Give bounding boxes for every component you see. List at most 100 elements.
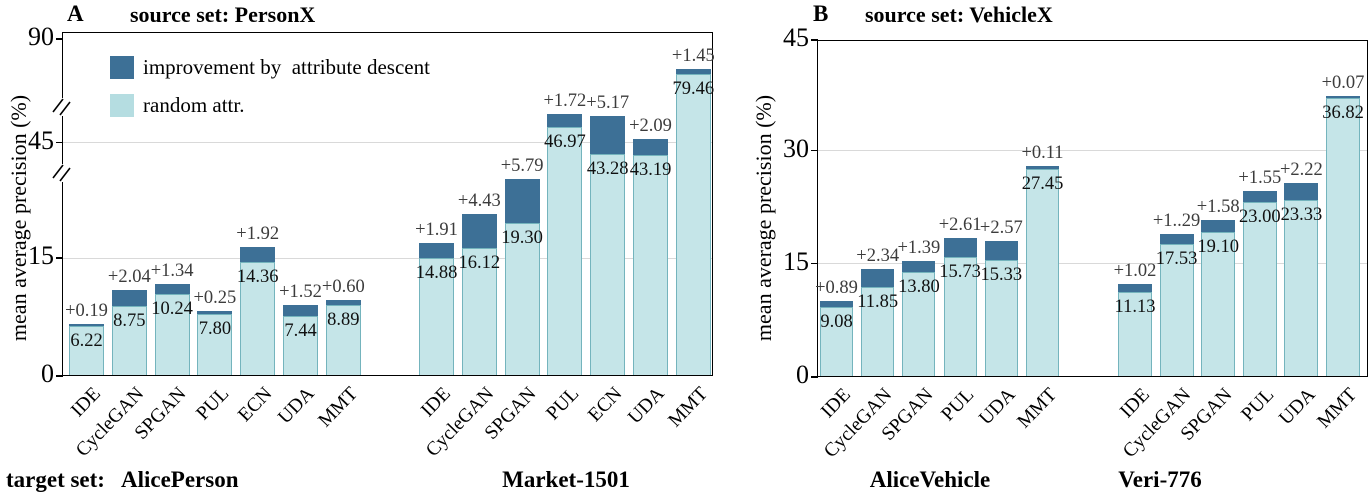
bar-improvement-segment (154, 283, 190, 295)
y-tick-mark (56, 257, 63, 259)
bar-random-segment (943, 257, 977, 376)
bar-improvement-segment (861, 268, 895, 287)
bar-improvement-segment (943, 237, 977, 258)
panel-b-title: source set: VehicleX (865, 2, 1053, 27)
bar-improvement-segment (547, 114, 583, 127)
legend-label-improvement: improvement by attribute descent (143, 55, 430, 79)
x-tick-label: MMT (1313, 384, 1362, 433)
y-tick-label: 0 (41, 359, 54, 388)
bar-value-label: 10.24 (151, 299, 193, 320)
bar-random-segment (1159, 243, 1194, 376)
bar-improvement-segment (325, 300, 361, 306)
bar-improvement-segment (283, 304, 318, 317)
panel-a-title: source set: PersonX (130, 2, 316, 27)
bar-value-label: 79.46 (672, 79, 715, 100)
group-label-aliceperson: AlicePerson (120, 467, 239, 492)
bar-random-segment (504, 223, 540, 375)
bar-improvement-label: +5.17 (586, 93, 630, 114)
x-tick-label: MMT (314, 383, 362, 432)
y-tick-label: 90 (28, 22, 54, 51)
bar-random-segment (1284, 199, 1319, 376)
bar-random-segment (111, 306, 147, 375)
y-tick-mark (811, 149, 818, 151)
bar-improvement-segment (240, 247, 276, 263)
bar-improvement-label: +5.79 (500, 155, 544, 176)
bar-value-label: 23.00 (1238, 207, 1281, 228)
bar-value-label: 17.53 (1155, 248, 1198, 269)
bar-random-segment (1201, 231, 1236, 376)
y-tick-label: 15 (28, 241, 54, 270)
bar-improvement-label: +4.43 (457, 190, 501, 211)
gridline (63, 142, 712, 143)
bar-random-segment (1326, 98, 1360, 376)
panel-a-letter: A (67, 1, 84, 26)
bar-random-segment (154, 294, 190, 375)
bar-value-label: 7.80 (198, 318, 232, 339)
x-tick-label: MMT (664, 383, 712, 432)
bar-improvement-segment (1026, 166, 1059, 169)
y-axis-break-mark (51, 164, 73, 187)
bar-random-segment (633, 154, 668, 375)
y-tick-mark (56, 375, 63, 377)
bar-improvement-segment (1118, 284, 1152, 292)
target-set-label: target set: AlicePerson (6, 467, 238, 493)
bar-improvement-label: +0.89 (815, 277, 858, 298)
panel-b-y-axis-label: mean average precision (%) (751, 94, 776, 342)
bar-random-segment (419, 257, 454, 375)
x-tick-label: PUL (1237, 384, 1279, 426)
bar-improvement-segment (1201, 219, 1236, 232)
x-tick-label: UDA (624, 383, 669, 429)
bar-improvement-segment (820, 300, 853, 308)
bar-random-segment (861, 286, 895, 376)
group-label-alicevehicle: AliceVehicle (869, 467, 991, 492)
bar-value-label: 9.08 (820, 312, 853, 333)
bar-random-segment (1118, 291, 1152, 376)
bar-improvement-label: +0.25 (193, 288, 237, 309)
bar-improvement-label: +2.09 (629, 116, 672, 137)
x-tick-label: PUL (937, 384, 979, 426)
bar-improvement-segment (504, 178, 540, 224)
y-tick-label: 45 (28, 125, 54, 155)
bar-random-segment (547, 126, 583, 375)
bar-improvement-label: +1.58 (1196, 196, 1240, 217)
target-set-prefix: target set: (6, 467, 105, 492)
bar-value-label: 14.36 (236, 267, 279, 288)
random-attr-color-swatch (110, 94, 134, 117)
x-tick-label: UDA (274, 383, 319, 429)
bar-improvement-label: +1..29 (1152, 210, 1201, 231)
legend-item-improvement: improvement by attribute descent (110, 55, 430, 80)
x-tick-label: UDA (1275, 384, 1320, 430)
bar-improvement-label: +1.72 (543, 91, 587, 112)
bar-improvement-label: +2.04 (107, 267, 151, 288)
bar-value-label: 6.22 (70, 331, 103, 352)
gridline (818, 263, 1367, 265)
bar-improvement-label: +0.19 (65, 300, 108, 321)
bar-value-label: 27.45 (1021, 173, 1064, 194)
bar-improvement-segment (675, 69, 711, 75)
bar-value-label: 19.30 (501, 228, 543, 249)
bar-improvement-label: +1.45 (671, 46, 715, 67)
gridline (818, 150, 1367, 151)
bar-improvement-segment (197, 311, 233, 314)
y-tick-label: 15 (783, 246, 809, 276)
bar-improvement-label: +1.34 (150, 260, 194, 281)
bar-value-label: 8.89 (327, 310, 360, 331)
y-tick-mark (811, 262, 818, 265)
bar-random-segment (590, 154, 626, 375)
bar-value-label: 15.33 (980, 265, 1023, 286)
bar-improvement-label: +0.07 (1321, 72, 1365, 93)
bar-value-label: 8.75 (113, 311, 146, 332)
bar-value-label: 13.80 (898, 276, 940, 297)
y-tick-mark (811, 376, 818, 378)
bar-value-label: 15.73 (939, 262, 981, 283)
bar-improvement-label: +0.11 (1021, 143, 1064, 164)
bar-improvement-segment (69, 323, 104, 327)
bar-value-label: 14.88 (415, 262, 458, 283)
bar-random-segment (984, 260, 1018, 376)
group-label-market1501: Market-1501 (502, 467, 630, 492)
bar-value-label: 11.85 (857, 291, 899, 312)
panel-b-letter: B (813, 1, 829, 26)
bar-improvement-label: +1.02 (1113, 261, 1157, 282)
bar-improvement-label: +1.39 (897, 238, 941, 259)
